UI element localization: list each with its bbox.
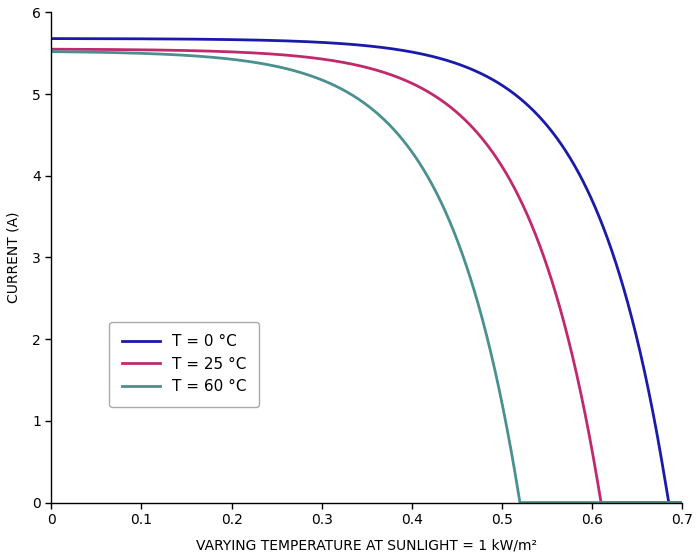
T = 0 °C xyxy=(696,499,700,506)
T = 25 °C xyxy=(160,47,168,54)
Line: T = 25 °C: T = 25 °C xyxy=(51,49,700,503)
T = 0 °C xyxy=(296,38,304,45)
T = 25 °C xyxy=(121,46,130,53)
T = 25 °C xyxy=(613,499,622,506)
T = 60 °C xyxy=(324,79,332,86)
T = 60 °C xyxy=(121,50,130,56)
T = 25 °C xyxy=(696,499,700,506)
T = 60 °C xyxy=(160,51,168,58)
T = 0 °C xyxy=(613,265,622,272)
T = 25 °C xyxy=(597,499,606,506)
T = 60 °C xyxy=(47,48,55,55)
T = 60 °C xyxy=(613,499,622,506)
T = 25 °C xyxy=(324,56,332,63)
T = 0 °C xyxy=(324,40,332,46)
T = 0 °C xyxy=(47,35,55,42)
T = 0 °C xyxy=(683,499,692,506)
T = 25 °C xyxy=(47,46,55,53)
T = 25 °C xyxy=(296,53,304,60)
T = 60 °C xyxy=(683,499,692,506)
T = 60 °C xyxy=(296,69,304,75)
Legend: T = 0 °C, T = 25 °C, T = 60 °C: T = 0 °C, T = 25 °C, T = 60 °C xyxy=(109,322,259,407)
T = 0 °C xyxy=(160,36,168,42)
T = 60 °C xyxy=(696,499,700,506)
T = 0 °C xyxy=(121,35,130,42)
X-axis label: VARYING TEMPERATURE AT SUNLIGHT = 1 kW/m²: VARYING TEMPERATURE AT SUNLIGHT = 1 kW/m… xyxy=(196,538,537,552)
Line: T = 0 °C: T = 0 °C xyxy=(51,39,700,503)
T = 0 °C xyxy=(664,499,673,506)
T = 25 °C xyxy=(683,499,692,506)
Y-axis label: CURRENT (A): CURRENT (A) xyxy=(7,212,21,303)
T = 60 °C xyxy=(516,499,524,506)
Line: T = 60 °C: T = 60 °C xyxy=(51,51,700,503)
